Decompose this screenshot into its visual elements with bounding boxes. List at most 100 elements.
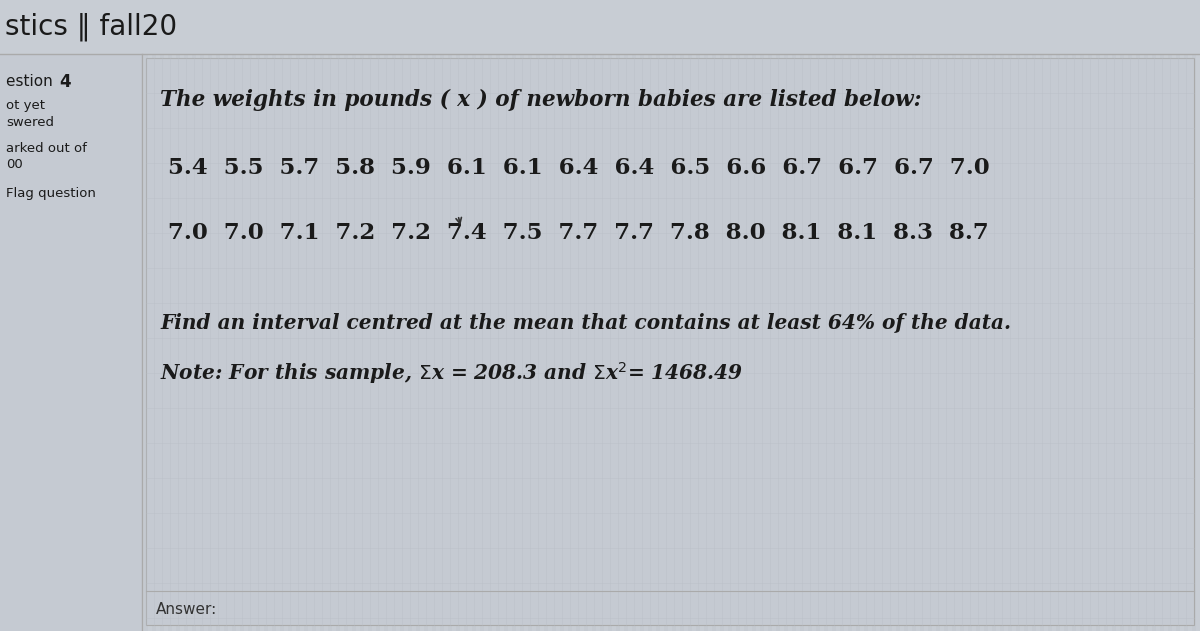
Bar [304, 0, 308, 631]
Bar [408, 0, 412, 631]
Bar [992, 0, 996, 631]
Bar [104, 0, 108, 631]
Bar [664, 0, 668, 631]
Bar [592, 0, 596, 631]
Bar [344, 0, 348, 631]
Bar [728, 0, 732, 631]
Text: Flag question: Flag question [6, 187, 96, 201]
Bar [8, 0, 12, 631]
Bar [432, 0, 436, 631]
Bar [696, 0, 700, 631]
Bar [952, 0, 956, 631]
Bar [744, 0, 748, 631]
Bar [840, 0, 844, 631]
Bar [1008, 0, 1012, 631]
Text: ot yet: ot yet [6, 100, 46, 112]
Bar [256, 0, 260, 631]
Bar [80, 0, 84, 631]
Bar [608, 0, 612, 631]
Bar [152, 0, 156, 631]
Bar [960, 0, 964, 631]
Bar [808, 0, 812, 631]
Bar [160, 0, 164, 631]
Bar [504, 0, 508, 631]
Bar [1144, 0, 1148, 631]
Bar [624, 0, 628, 631]
Bar [736, 0, 740, 631]
Bar [1096, 0, 1100, 631]
Bar [864, 0, 868, 631]
Bar [1176, 0, 1180, 631]
Bar [208, 0, 212, 631]
Bar [1016, 0, 1020, 631]
Bar [1064, 0, 1068, 631]
Bar [72, 0, 76, 631]
Bar [1112, 0, 1116, 631]
Bar [168, 0, 172, 631]
Bar [146, 58, 1194, 625]
Bar [320, 0, 324, 631]
Bar [656, 0, 660, 631]
Bar [680, 0, 684, 631]
Bar [688, 0, 692, 631]
Bar [296, 0, 300, 631]
Bar [312, 0, 316, 631]
Bar [392, 0, 396, 631]
Bar [1080, 0, 1084, 631]
Bar [760, 0, 764, 631]
Bar [1160, 0, 1164, 631]
Text: estion: estion [6, 74, 58, 90]
Bar [672, 0, 676, 631]
Bar [200, 0, 204, 631]
Bar [904, 0, 908, 631]
Bar [416, 0, 420, 631]
Text: arked out of: arked out of [6, 143, 86, 155]
Text: stics ‖ fall20: stics ‖ fall20 [5, 13, 178, 41]
Bar [552, 0, 556, 631]
Bar [648, 0, 652, 631]
Bar [600, 0, 604, 631]
Bar [976, 0, 980, 631]
Bar [128, 0, 132, 631]
Bar [928, 0, 932, 631]
Bar [1088, 0, 1092, 631]
Bar [464, 0, 468, 631]
Text: Find an interval centred at the mean that contains at least 64% of the data.: Find an interval centred at the mean tha… [160, 313, 1010, 333]
Bar [280, 0, 284, 631]
Bar [376, 0, 380, 631]
Bar [96, 0, 100, 631]
Bar [288, 0, 292, 631]
Bar [384, 0, 388, 631]
Bar [1192, 0, 1196, 631]
Bar [40, 0, 44, 631]
Bar [248, 0, 252, 631]
Bar [136, 0, 140, 631]
Bar [776, 0, 780, 631]
Bar [1040, 0, 1044, 631]
Text: The weights in pounds ( x ) of newborn babies are listed below:: The weights in pounds ( x ) of newborn b… [160, 89, 922, 111]
Bar [216, 0, 220, 631]
Bar [944, 0, 948, 631]
Bar [472, 0, 476, 631]
Bar [880, 0, 884, 631]
Bar [480, 0, 484, 631]
Bar [1032, 0, 1036, 631]
Bar [64, 0, 68, 631]
Text: swered: swered [6, 115, 54, 129]
Bar [360, 0, 364, 631]
Bar [240, 0, 244, 631]
Text: Note: For this sample, $\Sigma$x = 208.3 and $\Sigma$x$^{2}$= 1468.49: Note: For this sample, $\Sigma$x = 208.3… [160, 360, 744, 386]
Text: 00: 00 [6, 158, 23, 172]
Bar [1024, 0, 1028, 631]
Bar [968, 0, 972, 631]
Bar [512, 0, 516, 631]
Bar [112, 0, 116, 631]
Bar [144, 0, 148, 631]
Bar [424, 0, 428, 631]
Bar [544, 0, 548, 631]
Bar [440, 0, 444, 631]
Bar [616, 0, 620, 631]
Bar [56, 0, 60, 631]
Bar [32, 0, 36, 631]
Bar [1056, 0, 1060, 631]
